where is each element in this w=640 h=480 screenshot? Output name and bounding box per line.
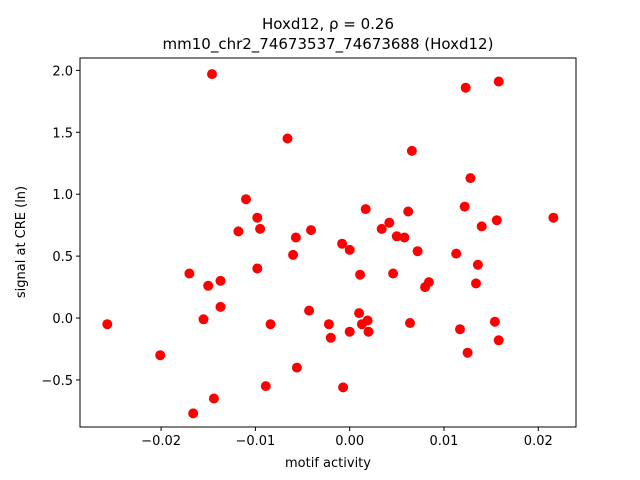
data-point (465, 173, 476, 184)
data-point (215, 301, 226, 312)
y-tick-label: 0.0 (52, 312, 73, 327)
data-point (188, 408, 199, 419)
data-point (241, 194, 251, 205)
data-point (363, 326, 374, 337)
y-tick-label: 1.0 (52, 188, 73, 203)
data-point (282, 133, 293, 144)
chart-title-line2: mm10_chr2_74673537_74673688 (Hoxd12) (163, 35, 494, 54)
data-point (360, 204, 371, 215)
data-point (388, 268, 399, 279)
data-point (252, 263, 263, 274)
data-point (548, 212, 559, 223)
y-axis-label: signal at CRE (ln) (14, 186, 29, 298)
data-point (462, 347, 473, 358)
data-point (362, 315, 373, 326)
plot-area-frame (79, 57, 577, 428)
data-point (203, 280, 214, 291)
data-point (493, 76, 504, 87)
data-point (412, 246, 423, 257)
data-point (207, 69, 217, 80)
data-point (405, 318, 415, 328)
data-point (255, 223, 266, 234)
data-point (354, 308, 365, 319)
data-point (399, 232, 410, 243)
data-point (265, 319, 276, 330)
x-tick-label: −0.02 (141, 434, 181, 449)
data-point (459, 201, 470, 212)
data-point (306, 225, 316, 236)
data-point (338, 382, 349, 393)
data-point (355, 269, 366, 280)
data-point (460, 82, 471, 93)
data-point (323, 319, 334, 330)
data-point (290, 232, 301, 243)
data-point (391, 231, 402, 242)
data-point (304, 305, 315, 316)
x-tick-label: 0.01 (430, 434, 459, 449)
data-point (184, 268, 195, 279)
data-point (252, 212, 263, 223)
data-point (215, 275, 226, 286)
x-axis-ticks: −0.02 −0.01 0.00 0.01 0.02 (141, 427, 553, 449)
data-point (489, 316, 500, 327)
x-tick-label: 0.00 (335, 434, 364, 449)
data-point (476, 221, 487, 232)
data-point (325, 332, 336, 343)
x-axis-label: motif activity (285, 456, 371, 471)
data-point (291, 362, 302, 373)
data-point (337, 238, 348, 249)
data-points (102, 69, 559, 419)
y-tick-label: −0.5 (41, 374, 73, 389)
data-point (406, 145, 417, 156)
data-point (403, 206, 414, 217)
y-axis-ticks: −0.5 0.0 0.5 1.0 1.5 2.0 (41, 64, 80, 389)
data-point (472, 259, 483, 270)
data-point (451, 248, 462, 259)
y-tick-label: 2.0 (52, 64, 73, 79)
data-point (208, 393, 219, 404)
data-point (384, 217, 395, 228)
y-tick-label: 1.5 (52, 126, 73, 141)
x-tick-label: 0.02 (524, 434, 553, 449)
y-tick-label: 0.5 (52, 250, 73, 265)
data-point (102, 319, 113, 330)
data-point (233, 226, 244, 237)
chart-title-line1: Hoxd12, ρ = 0.26 (262, 15, 394, 33)
data-point (455, 324, 465, 335)
data-point (423, 277, 434, 288)
x-tick-label: −0.01 (235, 434, 275, 449)
data-point (471, 278, 481, 289)
data-point (260, 381, 271, 392)
data-point (491, 215, 502, 226)
data-point (493, 335, 504, 346)
data-point (344, 244, 355, 255)
data-point (376, 223, 387, 234)
data-point (155, 350, 166, 361)
data-point (198, 314, 209, 325)
data-point (288, 249, 299, 260)
data-point (344, 326, 355, 337)
